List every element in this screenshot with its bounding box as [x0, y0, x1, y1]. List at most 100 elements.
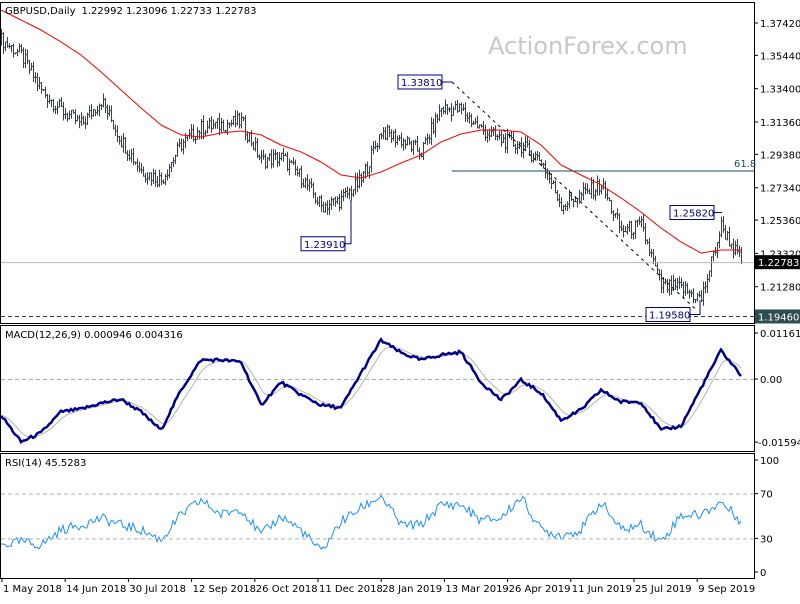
price-bar: [462, 103, 465, 111]
price-bar: [412, 139, 415, 156]
price-bar: [150, 172, 153, 186]
price-bar: [648, 237, 651, 256]
price-bar: [268, 153, 271, 162]
price-bar: [110, 105, 113, 123]
macd-pane: MACD(12,26,9) 0.000946 0.004316: [0, 325, 755, 452]
price-bar: [640, 216, 643, 228]
price-bar: [236, 110, 239, 126]
price-bar: [634, 220, 637, 239]
price-bar: [162, 179, 165, 185]
price-bar: [106, 104, 109, 120]
price-bar: [242, 116, 245, 122]
price-bar: [492, 127, 495, 136]
price-bar: [584, 183, 587, 195]
price-bar: [730, 243, 733, 249]
price-bar: [98, 103, 101, 117]
watermark: ActionForex.com: [488, 32, 688, 60]
price-bar: [484, 124, 487, 141]
price-bar: [480, 124, 483, 128]
price-bar: [676, 277, 679, 291]
price-bar: [196, 127, 199, 140]
price-bar: [430, 117, 433, 145]
price-bar: [738, 245, 741, 258]
rsi-pane-frame: [0, 453, 755, 579]
price-bar: [692, 288, 695, 304]
price-bar: [182, 138, 185, 155]
price-bar: [256, 138, 259, 158]
price-bar: [470, 113, 473, 128]
price-bar: [564, 203, 567, 211]
price-bar: [234, 110, 237, 128]
price-bar: [170, 161, 173, 172]
price-bar: [92, 109, 95, 117]
price-bar: [524, 136, 527, 151]
price-bar: [614, 212, 617, 218]
price-bar: [456, 99, 459, 114]
price-bar: [8, 43, 11, 49]
price-axis-label: 1.23320: [760, 249, 800, 260]
price-bar: [270, 149, 273, 169]
price-bar: [6, 37, 9, 48]
price-bar: [220, 117, 223, 133]
price-pane-frame: [0, 2, 755, 324]
price-bar: [718, 231, 721, 249]
macd-axis-label: 0.00: [760, 375, 782, 386]
price-bar: [166, 169, 169, 181]
price-bar: [474, 117, 477, 125]
price-bar: [710, 256, 713, 278]
price-axis-label: 1.31360: [760, 118, 800, 129]
price-bar: [384, 126, 387, 141]
price-bar: [560, 197, 563, 212]
price-bar: [572, 198, 575, 208]
price-bar: [128, 150, 131, 161]
price-bar: [304, 177, 307, 189]
price-bar: [458, 103, 461, 112]
price-bar: [272, 148, 275, 168]
price-bar: [90, 104, 93, 120]
price-bar: [674, 278, 677, 290]
price-bar: [630, 220, 633, 239]
price-bar: [332, 198, 335, 206]
price-bar: [498, 130, 501, 140]
price-bar: [32, 61, 35, 82]
price-bar: [160, 172, 163, 186]
price-bar: [390, 129, 393, 143]
price-bar: [244, 115, 247, 141]
price-bar: [556, 189, 559, 202]
price-bar: [670, 275, 673, 295]
price-bar: [58, 98, 61, 108]
price-bar: [52, 99, 55, 113]
price-bar: [568, 189, 571, 209]
price-bar: [724, 224, 727, 240]
price-bar: [414, 139, 417, 146]
price-bar: [466, 112, 469, 123]
rsi-title: RSI(14) 45.5283: [5, 458, 86, 469]
price-bar: [598, 178, 601, 196]
price-bar: [434, 112, 437, 138]
price-bar: [222, 119, 225, 132]
price-bar: [240, 112, 243, 129]
price-bar: [26, 49, 29, 65]
price-bar: [50, 99, 53, 108]
price-bar: [82, 115, 85, 125]
price-bar: [732, 238, 735, 259]
price-bar: [680, 277, 683, 288]
price-bar: [604, 180, 607, 199]
date-axis-label: 1 May 2018: [3, 584, 62, 595]
price-bar: [504, 132, 507, 153]
price-bar: [326, 200, 329, 215]
price-bar: [424, 136, 427, 145]
price-bar: [34, 72, 37, 84]
price-bar: [28, 60, 31, 75]
high-1.33810-box: [397, 74, 443, 90]
price-bar: [436, 114, 439, 124]
price-bar: [178, 138, 181, 148]
price-bar: [516, 140, 519, 155]
price-bar: [636, 219, 639, 228]
price-bar: [112, 119, 115, 130]
price-bar: [318, 195, 321, 208]
price-bar: [276, 152, 279, 168]
price-bar: [592, 178, 595, 200]
price-bar: [398, 134, 401, 142]
price-bar: [650, 248, 653, 258]
